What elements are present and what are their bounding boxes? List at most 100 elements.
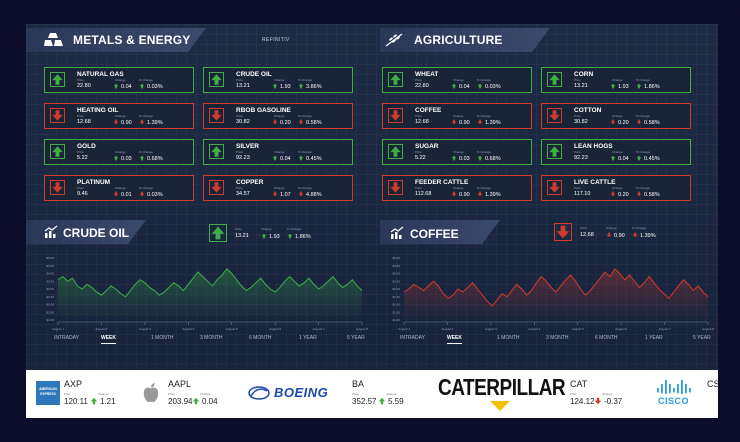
commodity-pct-change: 0.68% xyxy=(139,155,163,162)
change-label: Change xyxy=(453,150,464,154)
agri-card-sugar[interactable]: SUGAR Price Change % Change 5.22 0.03 0.68% xyxy=(382,139,532,165)
cisco-bars-icon xyxy=(657,380,691,394)
arrow-box xyxy=(547,108,562,123)
change-value: 0.04 xyxy=(280,156,291,162)
metals-card-gold[interactable]: GOLD Price Change % Change 5.22 0.03 0.68% xyxy=(44,139,194,165)
metals-card-heating-oil[interactable]: HEATING OIL Price Change % Change 12.68 0.90 1… xyxy=(44,103,194,129)
agri-card-coffee[interactable]: COFFEE Price Change % Change 12.68 0.90 1.39% xyxy=(382,103,532,129)
coffee-y-tick: $1.00 xyxy=(392,318,400,322)
arrow-box xyxy=(388,180,403,195)
crude-oil-tab-intraday[interactable]: INTRADAY xyxy=(54,335,79,341)
commodity-name: COFFEE xyxy=(415,107,442,114)
coffee-y-tick: $4.00 xyxy=(392,272,400,276)
crude-oil-chart-title: CRUDE OIL xyxy=(63,226,129,240)
crude-oil-area-fill xyxy=(58,268,362,320)
arrow-box xyxy=(388,144,403,159)
price-label: Price xyxy=(574,78,581,82)
coffee-tab-3-month[interactable]: 3 MONTH xyxy=(546,335,569,341)
commodity-price: 92.23 xyxy=(236,155,250,161)
change-label: Change xyxy=(115,78,126,82)
pct-change-value: 0.45% xyxy=(306,156,322,162)
quote-price: 12.68 xyxy=(580,232,594,238)
coffee-y-tick: $3.50 xyxy=(392,279,400,283)
arrow-down-icon xyxy=(272,191,278,197)
commodity-change: 0.04 xyxy=(451,83,470,90)
price-label: Price xyxy=(574,150,581,154)
coffee-tab-6-month[interactable]: 6 MONTH xyxy=(595,335,618,341)
coffee-tab-week[interactable]: WEEK xyxy=(447,335,462,344)
quote-pct: 1.39% xyxy=(632,232,656,239)
coffee-x-tick: August 4 xyxy=(528,327,540,331)
quote-pct-value: 1.86% xyxy=(295,234,311,240)
crude-oil-tab-1-month[interactable]: 1 MONTH xyxy=(151,335,174,341)
change-value: 0.90 xyxy=(121,120,132,126)
crude-oil-chart: $1.00 $1.50 $2.00 $2.50 $3.00 $3.50 $4.00 $4.50… xyxy=(46,256,368,331)
commodity-price: 12.68 xyxy=(415,119,429,125)
pct-change-value: 0.68% xyxy=(485,156,501,162)
commodity-pct-change: 1.39% xyxy=(477,119,501,126)
crude-oil-tab-5-year[interactable]: 5 YEAR xyxy=(347,335,365,341)
caterpillar-triangle-icon xyxy=(490,401,510,411)
price-label: Price xyxy=(168,392,175,396)
crude-oil-y-tick: $3.50 xyxy=(46,279,54,283)
coffee-tab-5-year[interactable]: 5 YEAR xyxy=(693,335,711,341)
commodity-price: 30.82 xyxy=(574,119,588,125)
price-label: Price xyxy=(77,114,84,118)
pct-change-value: 0.03% xyxy=(147,192,163,198)
price-label: Price xyxy=(236,186,243,190)
agri-card-wheat[interactable]: WHEAT Price Change % Change 22.80 0.04 0.03% xyxy=(382,67,532,93)
metals-card-rbob-gasoline[interactable]: RBOB GASOLINE Price Change % Change 30.82 0.2… xyxy=(203,103,353,129)
metals-energy-title: METALS & ENERGY xyxy=(73,33,191,47)
metals-card-silver[interactable]: SILVER Price Change % Change 92.23 0.04 0.45% xyxy=(203,139,353,165)
arrow-down-icon xyxy=(594,397,602,405)
commodity-name: LEAN HOGS xyxy=(574,143,613,150)
metals-card-crude-oil[interactable]: CRUDE OIL Price Change % Change 13.21 1.93 3.8… xyxy=(203,67,353,93)
change-label: Change xyxy=(612,150,623,154)
crude-oil-y-tick: $2.00 xyxy=(46,303,54,307)
agri-card-corn[interactable]: CORN Price Change % Change 13.21 1.93 1.86% xyxy=(541,67,691,93)
pct-change-value: 0.68% xyxy=(147,156,163,162)
pct-change-label: % Change xyxy=(139,186,154,190)
crude-oil-tab-1-year[interactable]: 1 YEAR xyxy=(299,335,317,341)
commodity-pct-change: 1.39% xyxy=(477,191,501,198)
pct-change-label: % Change xyxy=(139,150,154,154)
stock-ticker: AMERICAN EXPRESS BOEING CATERPILLAR CISCO AX… xyxy=(26,370,718,418)
crude-oil-x-tick: August 5 xyxy=(226,327,238,331)
arrow-down-icon xyxy=(556,225,570,239)
coffee-tab-1-year[interactable]: 1 YEAR xyxy=(645,335,663,341)
arrow-down-icon xyxy=(211,110,222,121)
change-label: Change xyxy=(261,227,272,231)
arrow-up-icon xyxy=(211,226,225,240)
agri-card-cotton[interactable]: COTTON Price Change % Change 30.82 0.20 0.58% xyxy=(541,103,691,129)
arrow-down-icon xyxy=(298,191,304,197)
arrow-up-icon xyxy=(261,233,267,239)
arrow-box xyxy=(547,180,562,195)
cisco-logo: CISCO xyxy=(656,380,700,410)
crude-oil-tab-6-month[interactable]: 6 MONTH xyxy=(249,335,272,341)
coffee-x-tick: August 8 xyxy=(702,327,714,331)
arrow-up-icon xyxy=(451,83,457,89)
agri-card-feeder-cattle[interactable]: FEEDER CATTLE Price Change % Change 112.68 0.… xyxy=(382,175,532,201)
pct-change-value: 1.39% xyxy=(485,192,501,198)
boeing-logo-text: BOEING xyxy=(274,385,329,400)
commodity-price: 34.57 xyxy=(236,191,250,197)
agri-card-live-cattle[interactable]: LIVE CATTLE Price Change % Change 117.10 0.20… xyxy=(541,175,691,201)
price-label: Price xyxy=(236,150,243,154)
crude-oil-tab-week[interactable]: WEEK xyxy=(101,335,116,344)
agriculture-title: AGRICULTURE xyxy=(414,33,503,47)
change-label: Change xyxy=(115,186,126,190)
metals-card-natural-gas[interactable]: NATURAL GAS Price Change % Change 22.80 0.04 0… xyxy=(44,67,194,93)
agri-card-lean-hogs[interactable]: LEAN HOGS Price Change % Change 92.23 0.04 0.4… xyxy=(541,139,691,165)
ticker-symbol: AAPL xyxy=(168,379,192,389)
metals-card-platinum[interactable]: PLATINUM Price Change % Change 9.46 0.01 0.03% xyxy=(44,175,194,201)
commodity-change: 0.03 xyxy=(113,155,132,162)
coffee-tab-1-month[interactable]: 1 MONTH xyxy=(497,335,520,341)
coffee-tab-intraday[interactable]: INTRADAY xyxy=(400,335,425,341)
crude-oil-tab-3-month[interactable]: 3 MONTH xyxy=(200,335,223,341)
price-label: Price xyxy=(236,114,243,118)
metals-card-copper[interactable]: COPPER Price Change % Change 34.57 1.07 4.88% xyxy=(203,175,353,201)
arrow-up-icon xyxy=(211,146,222,157)
boeing-logo: BOEING xyxy=(248,382,348,404)
change-value: 0.03 xyxy=(121,156,132,162)
pct-change-label: % Change xyxy=(298,186,313,190)
